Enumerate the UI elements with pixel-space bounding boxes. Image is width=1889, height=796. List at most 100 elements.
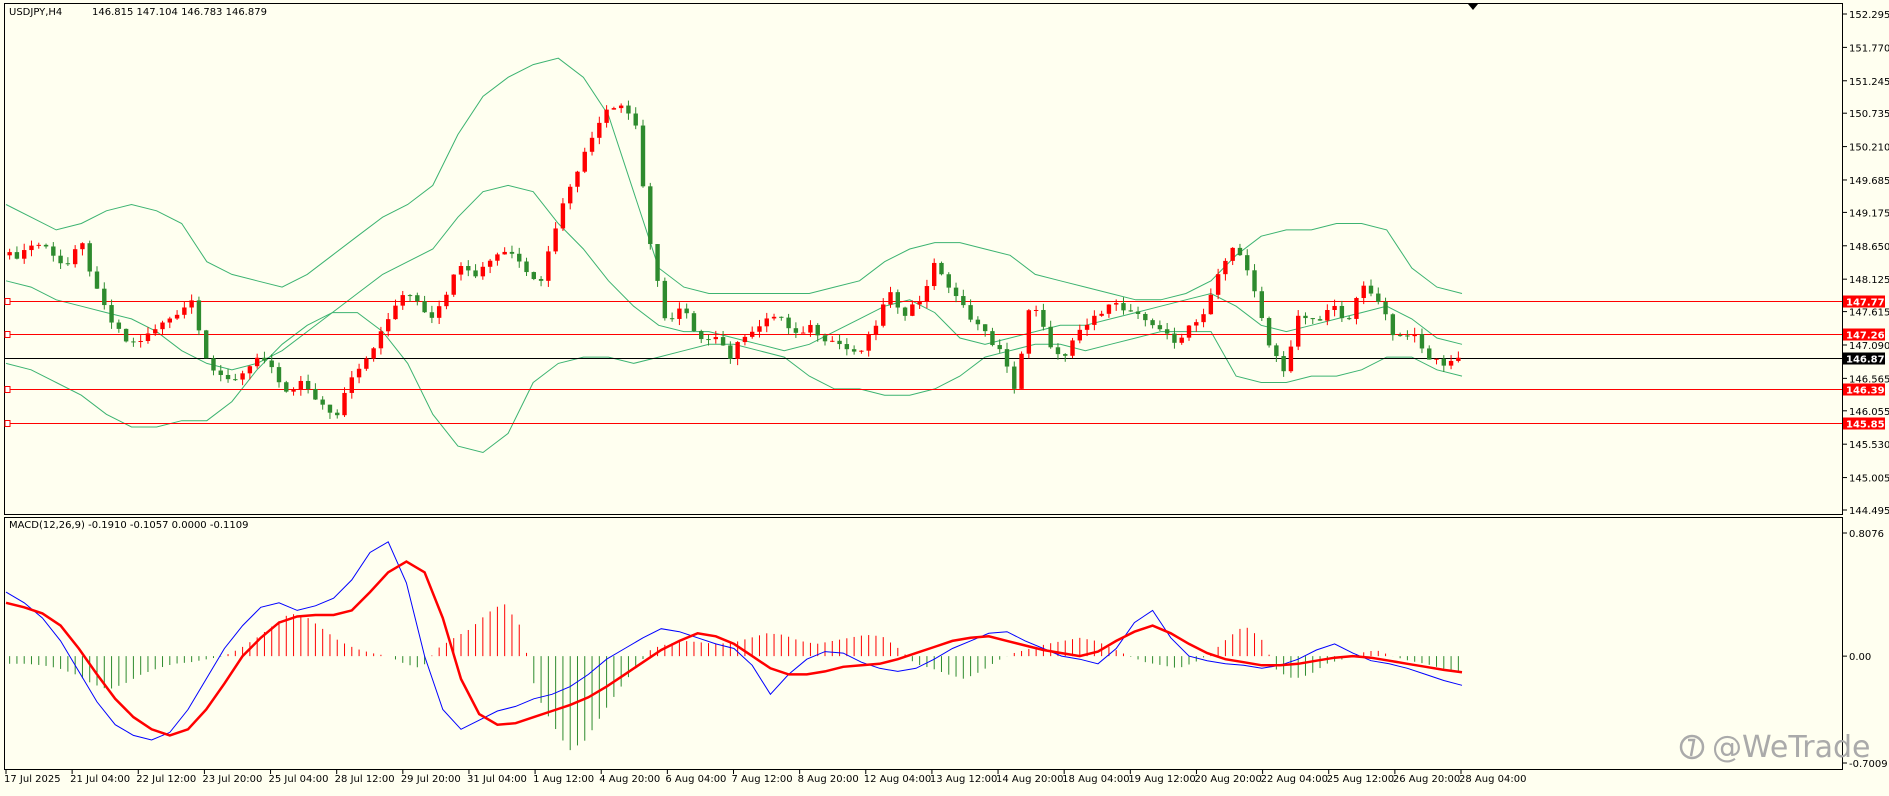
candle-body[interactable]	[902, 307, 908, 316]
candle-body[interactable]	[1026, 310, 1032, 354]
candle-body[interactable]	[866, 334, 871, 351]
candle-body[interactable]	[910, 304, 915, 316]
candle-body[interactable]	[407, 295, 413, 297]
candle-body[interactable]	[1048, 326, 1053, 348]
candle-body[interactable]	[793, 328, 799, 333]
candle-body[interactable]	[153, 329, 158, 334]
candle-body[interactable]	[1092, 315, 1097, 325]
candle-body[interactable]	[932, 262, 937, 287]
candle-body[interactable]	[196, 300, 202, 331]
candle-body[interactable]	[94, 271, 100, 289]
candle-body[interactable]	[1077, 329, 1082, 341]
candle-body[interactable]	[1390, 314, 1396, 336]
level-anchor-3[interactable]	[4, 420, 11, 427]
candle-body[interactable]	[546, 251, 551, 281]
candle-body[interactable]	[589, 137, 595, 152]
candle-body[interactable]	[538, 279, 544, 281]
candle-body[interactable]	[640, 125, 646, 187]
candle-body[interactable]	[109, 305, 114, 323]
candle-body[interactable]	[1346, 318, 1352, 320]
candle-body[interactable]	[728, 345, 733, 359]
candle-body[interactable]	[1310, 318, 1315, 320]
candle-body[interactable]	[990, 331, 995, 346]
candle-body[interactable]	[342, 392, 347, 416]
candle-body[interactable]	[779, 316, 784, 318]
candle-body[interactable]	[946, 274, 951, 288]
candle-body[interactable]	[284, 382, 289, 392]
candle-body[interactable]	[815, 324, 820, 336]
candle-body[interactable]	[51, 246, 56, 256]
candle-body[interactable]	[626, 105, 631, 114]
candle-body[interactable]	[349, 377, 354, 393]
candle-body[interactable]	[240, 373, 245, 380]
candle-body[interactable]	[174, 314, 180, 319]
candle-body[interactable]	[859, 350, 864, 352]
candle-body[interactable]	[1012, 366, 1017, 389]
candle-body[interactable]	[553, 228, 558, 252]
candle-body[interactable]	[182, 307, 187, 315]
candle-body[interactable]	[444, 294, 449, 307]
candle-body[interactable]	[808, 324, 813, 333]
candle-body[interactable]	[648, 186, 653, 245]
candle-body[interactable]	[618, 105, 624, 109]
candle-body[interactable]	[757, 326, 762, 332]
candle-body[interactable]	[1296, 315, 1301, 347]
candle-body[interactable]	[1368, 285, 1374, 294]
candle-body[interactable]	[873, 325, 879, 335]
candle-body[interactable]	[1325, 310, 1330, 321]
candle-body[interactable]	[1114, 303, 1119, 305]
candle-body[interactable]	[1245, 255, 1250, 271]
candle-body[interactable]	[524, 261, 529, 273]
candle-body[interactable]	[1164, 329, 1170, 334]
candle-body[interactable]	[371, 348, 376, 359]
candle-body[interactable]	[1143, 313, 1148, 321]
candles[interactable]	[7, 100, 1461, 419]
candle-body[interactable]	[1288, 346, 1294, 372]
candle-body[interactable]	[393, 305, 398, 320]
candle-body[interactable]	[597, 122, 602, 138]
candle-body[interactable]	[1405, 335, 1410, 337]
candle-body[interactable]	[80, 243, 85, 250]
candle-body[interactable]	[509, 251, 515, 254]
candle-body[interactable]	[466, 266, 471, 271]
candle-body[interactable]	[269, 360, 274, 368]
candle-body[interactable]	[895, 292, 900, 308]
chart-shift-marker-icon[interactable]	[1468, 4, 1478, 10]
candle-body[interactable]	[1456, 357, 1461, 361]
candle-body[interactable]	[1354, 298, 1359, 319]
candle-body[interactable]	[1376, 293, 1381, 302]
candle-body[interactable]	[1361, 285, 1366, 299]
level-anchor-0[interactable]	[4, 298, 11, 305]
candle-body[interactable]	[298, 380, 304, 390]
candle-body[interactable]	[1106, 304, 1112, 314]
candle-body[interactable]	[204, 330, 209, 359]
candle-body[interactable]	[1237, 247, 1243, 256]
candle-body[interactable]	[1135, 311, 1141, 314]
candle-body[interactable]	[14, 252, 20, 259]
candle-body[interactable]	[997, 345, 1002, 350]
candle-body[interactable]	[400, 295, 405, 306]
candle-body[interactable]	[123, 328, 129, 342]
candle-body[interactable]	[1303, 315, 1308, 319]
candle-body[interactable]	[218, 370, 223, 375]
level-anchor-2[interactable]	[4, 386, 11, 393]
candle-body[interactable]	[1186, 325, 1192, 338]
candle-body[interactable]	[495, 254, 500, 261]
candle-body[interactable]	[429, 312, 435, 318]
candle-body[interactable]	[1150, 320, 1155, 326]
candle-body[interactable]	[1004, 349, 1010, 367]
candle-body[interactable]	[575, 171, 580, 187]
candle-body[interactable]	[1339, 305, 1345, 319]
candle-body[interactable]	[1179, 337, 1184, 343]
candle-body[interactable]	[116, 322, 122, 329]
candle-body[interactable]	[560, 203, 566, 229]
candle-body[interactable]	[1419, 334, 1425, 349]
candle-body[interactable]	[415, 295, 420, 302]
candle-body[interactable]	[1128, 310, 1133, 312]
candle-body[interactable]	[102, 288, 107, 306]
candle-body[interactable]	[1397, 335, 1403, 337]
candle-body[interactable]	[189, 300, 194, 308]
candle-body[interactable]	[750, 331, 755, 337]
candle-body[interactable]	[582, 151, 587, 172]
candle-body[interactable]	[611, 108, 617, 110]
